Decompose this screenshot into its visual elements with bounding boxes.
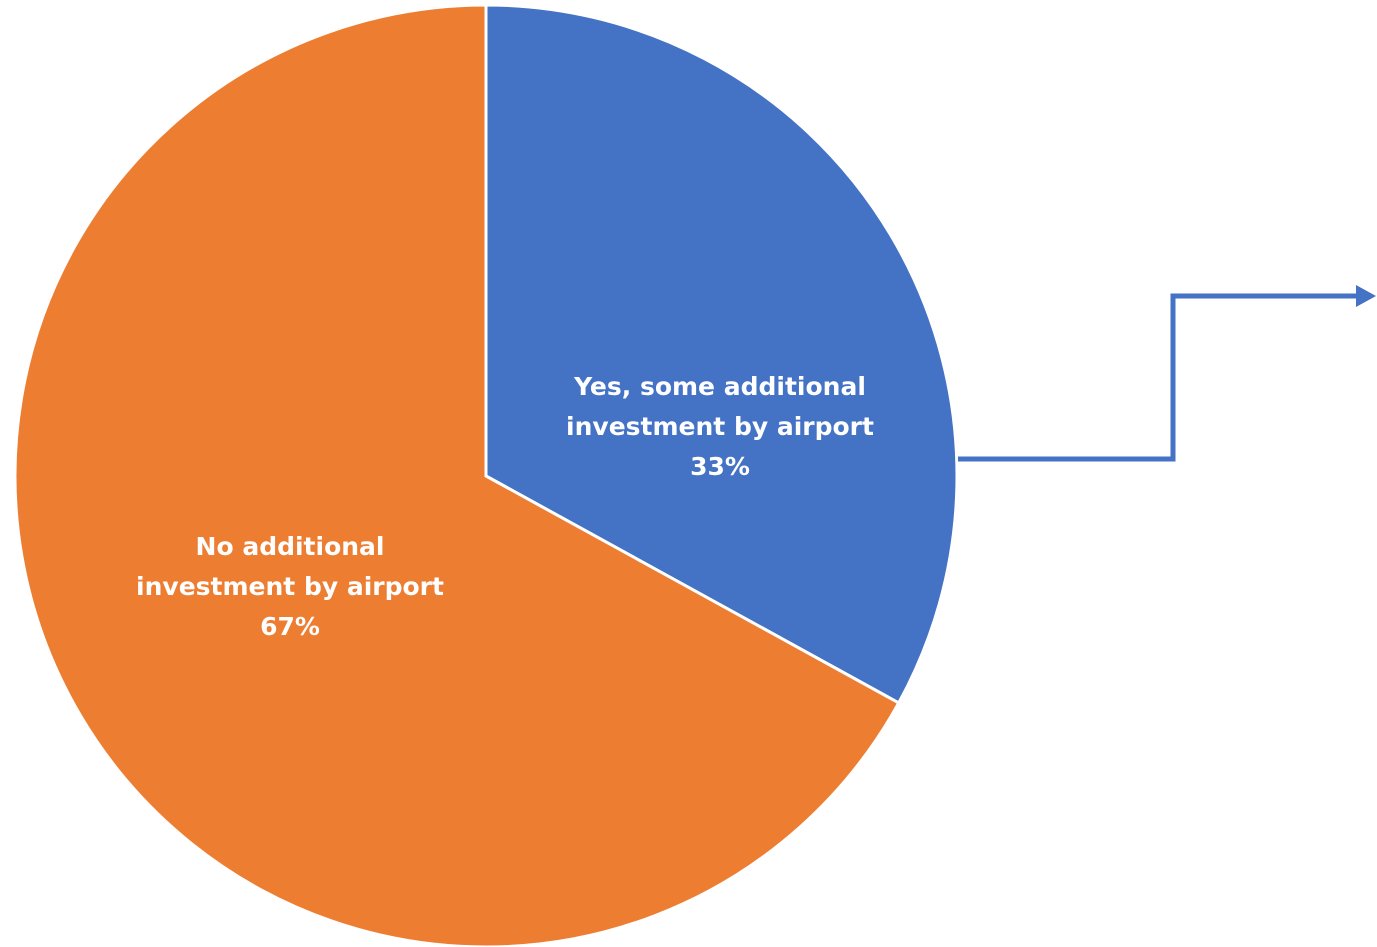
connector-arrowhead-icon (1356, 285, 1376, 307)
slice-category-label: investment by airport (566, 412, 874, 441)
slice-category-label: Yes, some additional (573, 372, 866, 401)
slice-category-label: No additional (196, 532, 385, 561)
pie-slice-label: No additional investment by airport 67% (136, 532, 444, 641)
slice-category-label: investment by airport (136, 572, 444, 601)
slice-percent-label: 33% (690, 452, 750, 481)
pie-slice-yes-additional-investment (484, 3, 959, 705)
pie-slice-label: Yes, some additional investment by airpor… (566, 372, 874, 481)
pie-slice-no-additional-investment (13, 3, 901, 947)
connector-line (958, 293, 1358, 462)
slice-percent-label: 67% (260, 612, 320, 641)
